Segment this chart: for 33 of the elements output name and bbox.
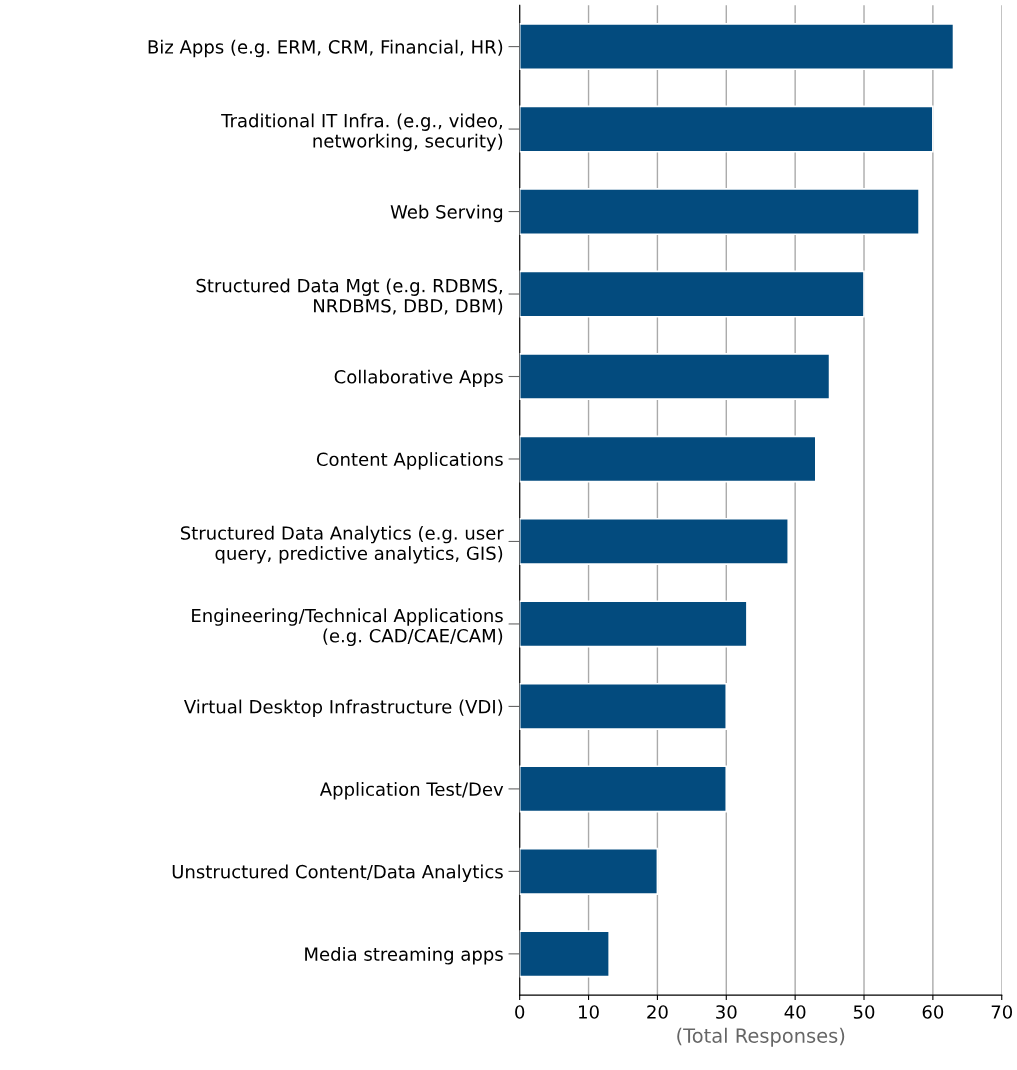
bar [519, 600, 748, 648]
x-tick-label: 0 [515, 1005, 525, 1019]
y-tick-label: Content Applications [316, 452, 503, 470]
y-tick-label: Structured Data Analytics (e.g. user query, predictive analytics, GIS) [180, 525, 504, 564]
x-tick-label: 70 [991, 1005, 1013, 1019]
y-tick-label: Web Serving [390, 204, 503, 223]
bar [519, 270, 865, 318]
x-axis-title: (Total Responses) [677, 1027, 845, 1047]
y-tick-label: Unstructured Content/Data Analytics [172, 864, 503, 882]
y-tick-label: Traditional IT Infra. (e.g., video, networking, security) [221, 113, 503, 152]
bar [519, 765, 728, 813]
y-tick-label: Media streaming apps [305, 947, 503, 965]
bar [519, 23, 955, 71]
bar [519, 517, 790, 565]
x-tick-label: 40 [784, 1005, 806, 1019]
y-tick-label: Structured Data Mgt (e.g. RDBMS, NRDBMS, DBD, DBM) [196, 278, 503, 315]
x-tick-label: 60 [922, 1005, 944, 1019]
bar [519, 188, 920, 236]
bar [519, 930, 611, 978]
bar [519, 105, 934, 153]
y-tick-label: Biz Apps (e.g. ERM, CRM, Financial, HR) [148, 39, 503, 58]
x-tick-label: 30 [716, 1005, 737, 1019]
y-tick-label: Engineering/Technical Applications (e.g. CAD/CAE/CAM) [192, 608, 503, 647]
y-tick-label: Application Test/Dev [319, 782, 504, 800]
x-tick-label: 50 [853, 1005, 875, 1019]
y-tick-label: Virtual Desktop Infrastructure (VDI) [183, 699, 503, 718]
x-tick-label: 20 [647, 1005, 668, 1019]
bar [519, 682, 728, 730]
bar [519, 435, 817, 483]
x-tick-label: 10 [579, 1005, 599, 1019]
bar [519, 847, 659, 895]
bar [519, 352, 831, 401]
y-tick-label: Collaborative Apps [334, 369, 503, 388]
